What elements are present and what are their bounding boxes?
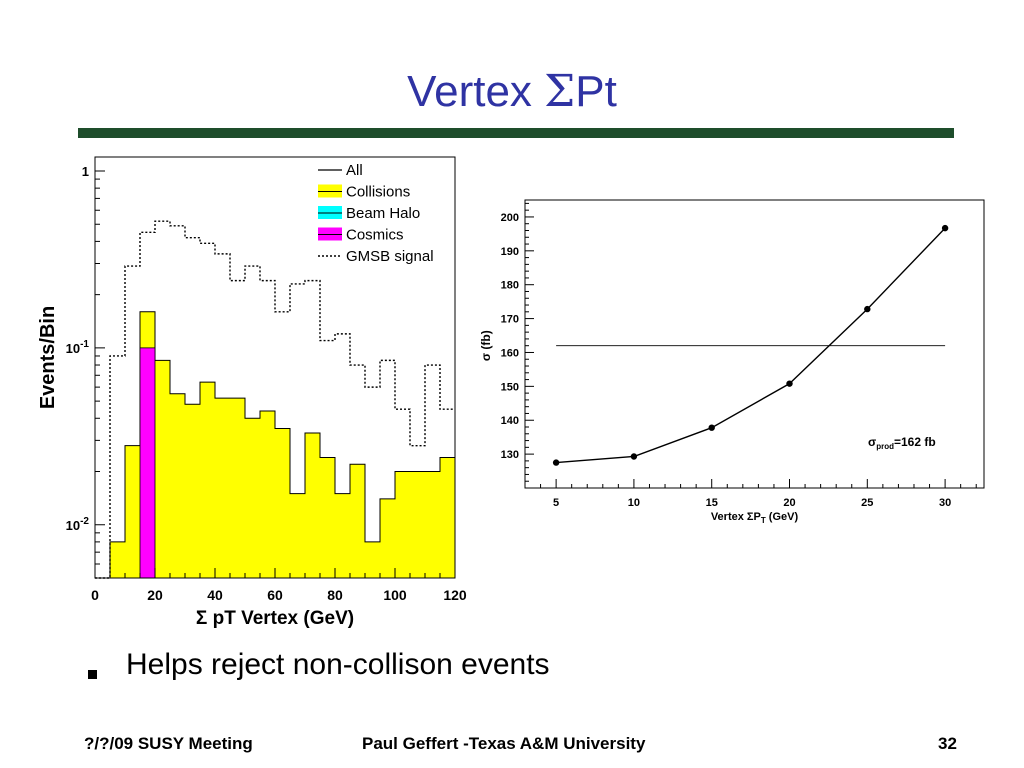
sigma-x-axis-label-sub: T — [761, 516, 766, 525]
sigma-y-tick-label: 150 — [501, 381, 519, 393]
legend-entry-label: GMSB signal — [346, 248, 434, 265]
collisions-bar — [440, 457, 455, 578]
sigma-x-tick-label: 10 — [628, 497, 640, 509]
sigma-y-tick-label: 190 — [501, 246, 519, 258]
all-histogram-line — [95, 311, 455, 579]
collisions-bar — [110, 541, 125, 578]
collisions-bar — [245, 418, 260, 578]
histogram-x-tick-label: 60 — [267, 587, 283, 603]
collisions-bar — [305, 433, 320, 578]
sigma-data-point — [552, 459, 560, 466]
sigma-x-axis-label: Vertex ΣPT (GeV) — [711, 511, 799, 525]
sigma-y-tick-label: 130 — [501, 449, 519, 461]
collisions-bar — [185, 404, 200, 578]
histogram-y-tick-label: 10-2 — [66, 516, 90, 533]
sigma-y-tick-label: 170 — [501, 314, 519, 326]
title-rule — [78, 128, 954, 138]
sigma-prod-subscript: prod — [876, 442, 894, 451]
sigma-prod-value: =162 fb — [894, 435, 936, 449]
cosmics-bar — [139, 347, 156, 579]
bullet-text: Helps reject non-collison events — [126, 648, 550, 681]
collisions-bar — [365, 541, 380, 578]
legend-entry-label: Cosmics — [346, 227, 404, 244]
histogram-y-axis-label: Events/Bin — [37, 306, 59, 409]
title-symbol: Σ — [544, 66, 576, 117]
histogram-y-tick-exponent: -2 — [80, 516, 89, 527]
cross-section-chart: 5 10 15 20 25 30130140150160170180190200σprod… — [479, 199, 985, 525]
sigma-y-tick-label: 180 — [501, 280, 519, 292]
sigma-y-tick-label: 200 — [501, 212, 519, 224]
histogram-x-tick-label: 20 — [147, 587, 163, 603]
sigma-x-axis-label-rest: (GeV) — [766, 511, 799, 523]
collisions-bar — [230, 398, 245, 578]
collisions-bar — [350, 464, 365, 578]
histogram-y-tick-label: 1 — [82, 164, 89, 179]
slide-title: Vertex ΣPt — [0, 66, 1024, 117]
sigma-data-point — [941, 224, 949, 232]
footer-left: ?/?/09 SUSY Meeting — [84, 734, 253, 753]
sigma-x-tick-label: 20 — [783, 497, 795, 509]
histogram-x-tick-label: 40 — [207, 587, 223, 603]
sigma-data-point — [630, 453, 638, 460]
bullet-marker — [88, 670, 97, 679]
sigma-frame — [524, 199, 985, 489]
sigma-x-tick-label: 30 — [939, 497, 951, 509]
sigma-x-tick-label: 25 — [861, 497, 873, 509]
collisions-bar — [335, 493, 350, 578]
sigma-x-tick-label: 15 — [706, 497, 718, 509]
collisions-bar — [275, 428, 290, 578]
collisions-bar — [425, 471, 440, 578]
collisions-bar — [380, 498, 395, 578]
sigma-y-tick-label: 160 — [501, 347, 519, 359]
sigma-series-line — [556, 227, 946, 464]
collisions-bar — [320, 457, 335, 578]
footer-right: 32 — [938, 734, 957, 753]
collisions-bar — [290, 493, 305, 578]
sigma-y-tick-label: 140 — [501, 415, 519, 427]
collisions-bar — [170, 393, 185, 578]
legend-entry-label: All — [346, 162, 363, 179]
collisions-bar — [215, 398, 230, 578]
histogram-x-axis-label: Σ pT Vertex (GeV) — [196, 608, 354, 629]
legend-entry-label: Collisions — [346, 184, 410, 201]
sigma-data-point — [864, 305, 871, 313]
histogram-x-tick-label: 0 — [91, 587, 99, 603]
sigma-y-axis-label: σ (fb) — [479, 330, 493, 361]
histogram-x-tick-label: 100 — [383, 587, 407, 603]
collisions-bar — [410, 471, 425, 578]
histogram-y-tick-label: 10-1 — [66, 339, 90, 356]
collisions-bar — [200, 382, 215, 578]
histogram-chart: 0 20 40 60 80 100 120 1 10-1 10-2 Σ pT Vertex (GeV… — [37, 156, 467, 629]
gmsb-signal-line — [95, 220, 455, 579]
collisions-bar — [395, 471, 410, 578]
title-suffix: Pt — [575, 67, 617, 116]
footer-center: Paul Geffert -Texas A&M University — [362, 734, 646, 753]
histogram-x-tick-label: 120 — [443, 587, 467, 603]
sigma-x-tick-label: 5 — [553, 497, 559, 509]
legend-entry-label: Beam Halo — [346, 205, 420, 222]
histogram-x-tick-label: 80 — [327, 587, 343, 603]
sigma-data-point — [708, 424, 715, 431]
histogram-y-tick-exponent: -1 — [80, 339, 89, 350]
collisions-bar — [125, 445, 140, 578]
collisions-bar — [155, 360, 170, 578]
sigma-data-point — [786, 380, 793, 387]
collisions-bar — [260, 410, 275, 578]
title-prefix: Vertex — [407, 67, 545, 116]
